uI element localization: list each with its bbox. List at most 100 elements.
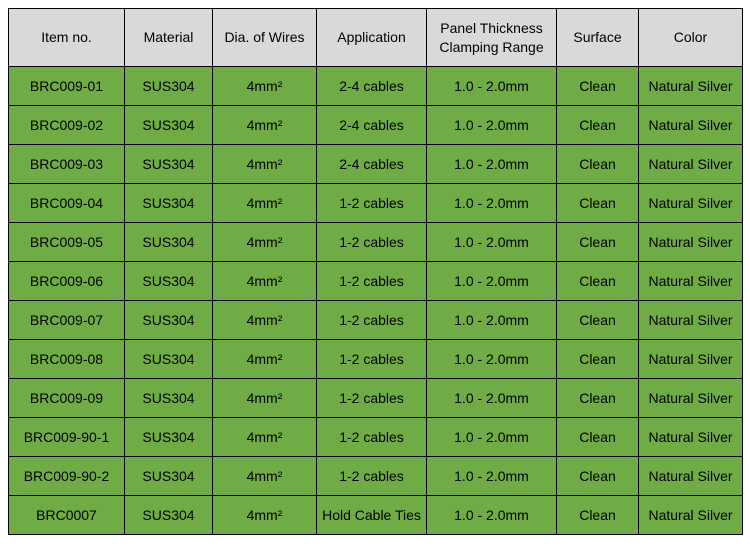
table-cell: SUS304 bbox=[125, 301, 213, 340]
table-cell: Clean bbox=[557, 262, 639, 301]
table-cell: 4mm² bbox=[213, 262, 317, 301]
table-cell: SUS304 bbox=[125, 262, 213, 301]
table-row: BRC009-02SUS3044mm²2-4 cables1.0 - 2.0mm… bbox=[9, 106, 743, 145]
table-cell: SUS304 bbox=[125, 496, 213, 535]
table-cell: SUS304 bbox=[125, 67, 213, 106]
table-cell: 1.0 - 2.0mm bbox=[427, 301, 557, 340]
table-cell: Natural Silver bbox=[639, 379, 743, 418]
table-cell: Natural Silver bbox=[639, 418, 743, 457]
table-cell: 4mm² bbox=[213, 379, 317, 418]
table-cell: Clean bbox=[557, 145, 639, 184]
table-cell: Clean bbox=[557, 106, 639, 145]
table-cell: Clean bbox=[557, 379, 639, 418]
table-cell: Natural Silver bbox=[639, 67, 743, 106]
table-cell: 1.0 - 2.0mm bbox=[427, 184, 557, 223]
table-cell: BRC009-05 bbox=[9, 223, 125, 262]
table-cell: SUS304 bbox=[125, 340, 213, 379]
table-cell: 1.0 - 2.0mm bbox=[427, 106, 557, 145]
table-cell: BRC009-04 bbox=[9, 184, 125, 223]
table-cell: Clean bbox=[557, 67, 639, 106]
table-cell: 1.0 - 2.0mm bbox=[427, 457, 557, 496]
table-row: BRC009-90-1SUS3044mm²1-2 cables1.0 - 2.0… bbox=[9, 418, 743, 457]
table-row: BRC009-01SUS3044mm²2-4 cables1.0 - 2.0mm… bbox=[9, 67, 743, 106]
table-row: BRC009-90-2SUS3044mm²1-2 cables1.0 - 2.0… bbox=[9, 457, 743, 496]
table-row: BRC009-08SUS3044mm²1-2 cables1.0 - 2.0mm… bbox=[9, 340, 743, 379]
table-cell: Natural Silver bbox=[639, 145, 743, 184]
table-cell: 1-2 cables bbox=[317, 262, 427, 301]
table-cell: Clean bbox=[557, 418, 639, 457]
table-cell: 1-2 cables bbox=[317, 379, 427, 418]
col-header: Item no. bbox=[9, 9, 125, 67]
table-cell: 2-4 cables bbox=[317, 106, 427, 145]
table-cell: Natural Silver bbox=[639, 106, 743, 145]
table-cell: 4mm² bbox=[213, 418, 317, 457]
table-cell: Clean bbox=[557, 301, 639, 340]
table-cell: 1-2 cables bbox=[317, 301, 427, 340]
table-row: BRC009-07SUS3044mm²1-2 cables1.0 - 2.0mm… bbox=[9, 301, 743, 340]
table-cell: 4mm² bbox=[213, 340, 317, 379]
table-cell: SUS304 bbox=[125, 457, 213, 496]
table-cell: 1-2 cables bbox=[317, 184, 427, 223]
table-cell: 1-2 cables bbox=[317, 418, 427, 457]
table-cell: 2-4 cables bbox=[317, 67, 427, 106]
table-cell: BRC0007 bbox=[9, 496, 125, 535]
table-cell: Natural Silver bbox=[639, 340, 743, 379]
table-cell: Natural Silver bbox=[639, 301, 743, 340]
table-cell: 1-2 cables bbox=[317, 340, 427, 379]
table-cell: 1.0 - 2.0mm bbox=[427, 340, 557, 379]
col-header: Panel ThicknessClamping Range bbox=[427, 9, 557, 67]
table-cell: 4mm² bbox=[213, 223, 317, 262]
table-row: BRC009-03SUS3044mm²2-4 cables1.0 - 2.0mm… bbox=[9, 145, 743, 184]
table-cell: BRC009-06 bbox=[9, 262, 125, 301]
table-cell: Natural Silver bbox=[639, 262, 743, 301]
table-cell: 1.0 - 2.0mm bbox=[427, 223, 557, 262]
table-cell: 4mm² bbox=[213, 457, 317, 496]
col-header: Color bbox=[639, 9, 743, 67]
table-cell: 4mm² bbox=[213, 301, 317, 340]
table-cell: BRC009-02 bbox=[9, 106, 125, 145]
table-row: BRC009-06SUS3044mm²1-2 cables1.0 - 2.0mm… bbox=[9, 262, 743, 301]
table-cell: SUS304 bbox=[125, 106, 213, 145]
table-cell: SUS304 bbox=[125, 184, 213, 223]
table-cell: Clean bbox=[557, 184, 639, 223]
table-cell: 4mm² bbox=[213, 106, 317, 145]
table-cell: SUS304 bbox=[125, 223, 213, 262]
col-header: Material bbox=[125, 9, 213, 67]
spec-table: Item no. Material Dia. of Wires Applicat… bbox=[8, 8, 743, 535]
table-cell: Natural Silver bbox=[639, 223, 743, 262]
table-cell: BRC009-90-1 bbox=[9, 418, 125, 457]
table-cell: Clean bbox=[557, 340, 639, 379]
table-cell: SUS304 bbox=[125, 379, 213, 418]
table-cell: SUS304 bbox=[125, 145, 213, 184]
table-cell: 4mm² bbox=[213, 496, 317, 535]
table-cell: 4mm² bbox=[213, 184, 317, 223]
table-cell: 1.0 - 2.0mm bbox=[427, 262, 557, 301]
table-cell: BRC009-07 bbox=[9, 301, 125, 340]
table-cell: Natural Silver bbox=[639, 457, 743, 496]
table-cell: BRC009-01 bbox=[9, 67, 125, 106]
table-row: BRC009-04SUS3044mm²1-2 cables1.0 - 2.0mm… bbox=[9, 184, 743, 223]
table-row: BRC009-05SUS3044mm²1-2 cables1.0 - 2.0mm… bbox=[9, 223, 743, 262]
table-cell: 2-4 cables bbox=[317, 145, 427, 184]
table-cell: BRC009-08 bbox=[9, 340, 125, 379]
table-cell: Clean bbox=[557, 223, 639, 262]
col-header: Dia. of Wires bbox=[213, 9, 317, 67]
col-header: Application bbox=[317, 9, 427, 67]
table-cell: 4mm² bbox=[213, 145, 317, 184]
table-cell: 1.0 - 2.0mm bbox=[427, 145, 557, 184]
table-cell: 1.0 - 2.0mm bbox=[427, 379, 557, 418]
table-cell: BRC009-90-2 bbox=[9, 457, 125, 496]
table-cell: Natural Silver bbox=[639, 496, 743, 535]
table-cell: Clean bbox=[557, 457, 639, 496]
table-cell: SUS304 bbox=[125, 418, 213, 457]
table-cell: Hold Cable Ties bbox=[317, 496, 427, 535]
table-cell: Natural Silver bbox=[639, 184, 743, 223]
table-cell: 1-2 cables bbox=[317, 223, 427, 262]
col-header: Surface bbox=[557, 9, 639, 67]
table-row: BRC009-09SUS3044mm²1-2 cables1.0 - 2.0mm… bbox=[9, 379, 743, 418]
table-body: BRC009-01SUS3044mm²2-4 cables1.0 - 2.0mm… bbox=[9, 67, 743, 535]
table-cell: 1.0 - 2.0mm bbox=[427, 418, 557, 457]
table-cell: Clean bbox=[557, 496, 639, 535]
table-cell: 1-2 cables bbox=[317, 457, 427, 496]
table-cell: 1.0 - 2.0mm bbox=[427, 496, 557, 535]
